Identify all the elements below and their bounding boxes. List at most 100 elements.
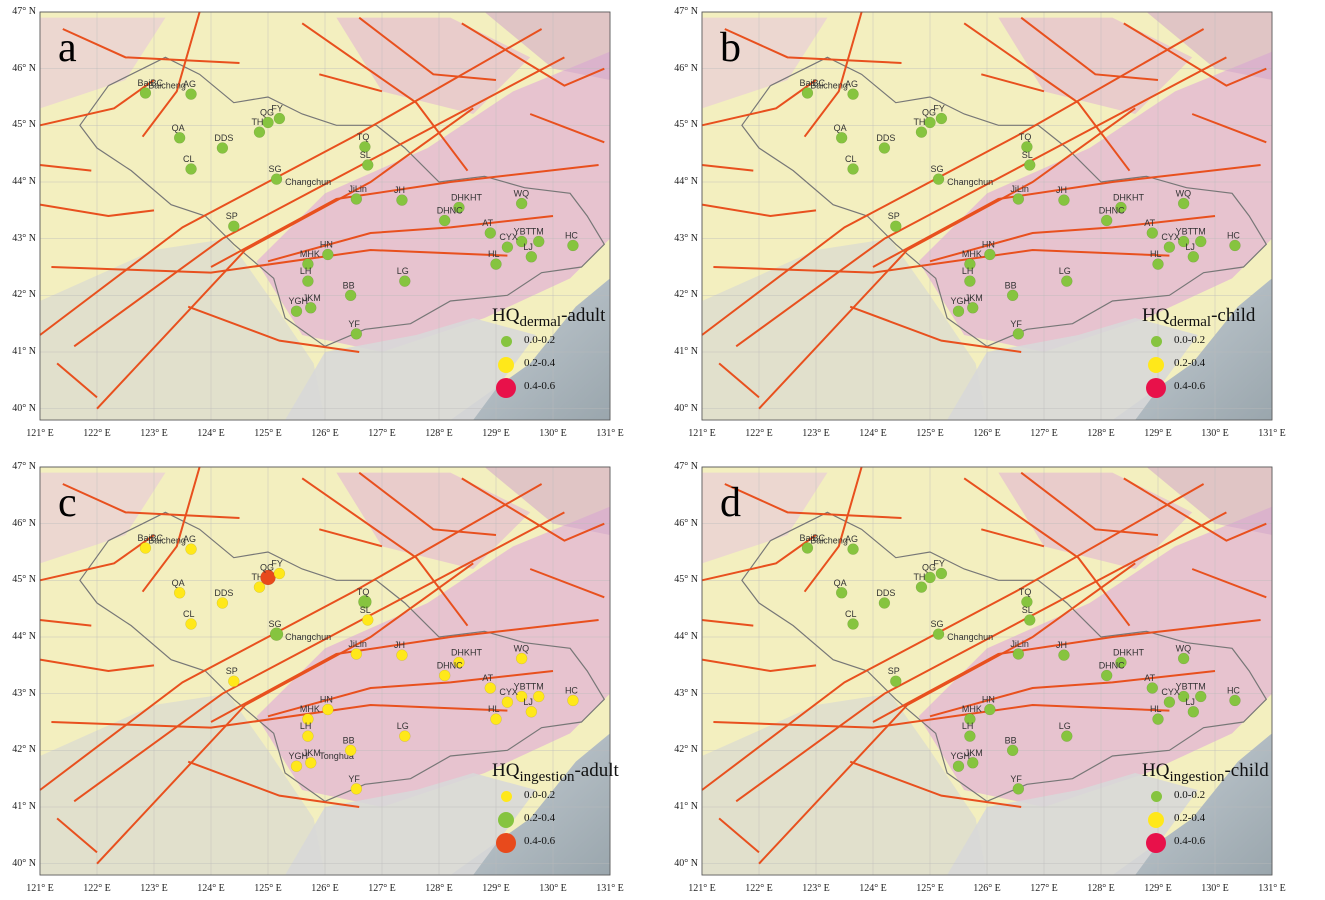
site-marker [453, 656, 465, 669]
site-label: JH [394, 640, 405, 650]
site-marker [362, 614, 374, 626]
lat-tick: 40° N [12, 402, 36, 414]
site-label: JH [394, 185, 405, 195]
site-marker [273, 567, 286, 580]
site-marker [835, 587, 848, 599]
site-marker [1187, 706, 1200, 718]
site-marker [952, 305, 965, 317]
site-label: LH [962, 721, 974, 731]
site-label: QA [172, 123, 185, 133]
lon-tick: 129° E [482, 428, 510, 439]
site-label: YF [348, 319, 360, 329]
lon-tick: 124° E [197, 428, 225, 439]
site-label: JiLin [348, 639, 367, 649]
lat-tick: 46° N [12, 517, 36, 529]
site-marker [344, 744, 357, 757]
site-label: HC [1227, 230, 1240, 240]
site-marker [1006, 744, 1019, 757]
legend-item: 0.2-0.4 [492, 354, 605, 377]
legend-item: 0.0-0.2 [1142, 331, 1255, 354]
site-label: FY [271, 559, 283, 569]
site-label: TM [531, 227, 544, 237]
site-label: SP [888, 666, 900, 676]
site-label: YGH [289, 296, 309, 306]
site-marker [501, 241, 514, 253]
site-label: DHKHT [1113, 648, 1145, 658]
lon-tick: 125° E [254, 428, 282, 439]
site-label: AG [183, 534, 196, 544]
legend: HQingestion-adult 0.0-0.2 0.2-0.4 0.4-0.6 [492, 760, 619, 855]
legend-swatch [1150, 336, 1162, 348]
site-marker [1177, 690, 1190, 703]
site-label: FY [933, 559, 945, 569]
legend-range-label: 0.2-0.4 [1174, 811, 1206, 824]
site-marker [350, 193, 363, 205]
site-marker [967, 757, 979, 769]
site-label: SP [226, 211, 238, 221]
site-marker [438, 669, 451, 682]
lat-tick: 45° N [674, 119, 698, 131]
lat-tick: 41° N [674, 801, 698, 812]
site-label: QG [260, 108, 274, 118]
lon-tick: 123° E [802, 428, 830, 439]
site-marker [1177, 652, 1190, 665]
site-label: CL [183, 609, 195, 619]
site-label: AT [1144, 218, 1155, 228]
site-marker [344, 289, 357, 302]
lon-tick: 131° E [596, 883, 624, 894]
lat-tick: 40° N [12, 857, 36, 869]
site-label: TQ [1019, 132, 1032, 142]
site-marker [847, 618, 859, 630]
site-label: CYX [1161, 232, 1180, 242]
site-label: AT [1144, 673, 1155, 683]
lon-tick: 131° E [1258, 883, 1286, 894]
lon-tick: 125° E [916, 883, 944, 894]
site-marker [1021, 141, 1033, 153]
site-label: CL [845, 154, 857, 164]
site-label: FY [933, 104, 945, 114]
site-marker [253, 126, 266, 138]
legend-range-label: 0.2-0.4 [1174, 356, 1206, 369]
site-label: SL [1022, 150, 1033, 160]
site-marker [1146, 682, 1159, 694]
site-label: LJ [1185, 697, 1195, 707]
legend-swatch [1150, 791, 1162, 803]
legend-range-label: 0.0-0.2 [524, 788, 556, 801]
site-label: TM [1193, 682, 1206, 692]
panel-label: d [720, 480, 741, 526]
site-marker [453, 201, 465, 214]
site-marker [1152, 258, 1164, 270]
map-panel-b: Baicheng Changchun BaiBC AG QA DDS TH QG FY CL SG T… [662, 0, 1312, 445]
lon-tick: 124° E [197, 883, 225, 894]
legend-range-label: 0.0-0.2 [1174, 333, 1206, 346]
lon-tick: 128° E [1087, 883, 1115, 894]
site-label: SG [269, 619, 282, 629]
site-label: YBT [1176, 227, 1194, 237]
lat-tick: 45° N [674, 574, 698, 586]
place-label: Tonghua [319, 751, 354, 761]
lon-tick: 123° E [140, 883, 168, 894]
legend-swatch [1148, 356, 1164, 373]
legend-swatch [1148, 811, 1164, 828]
site-marker [515, 235, 528, 248]
lat-tick: 43° N [12, 687, 36, 699]
lon-tick: 122° E [83, 428, 111, 439]
site-marker [322, 248, 334, 261]
site-label: LG [1059, 266, 1071, 276]
site-label: YBT [1176, 682, 1194, 692]
lon-tick: 123° E [140, 428, 168, 439]
site-marker [396, 649, 408, 661]
lon-tick: 130° E [1201, 428, 1229, 439]
site-marker [1195, 235, 1207, 248]
lon-tick: 125° E [254, 883, 282, 894]
map-panel-a: Baicheng Changchun BaiBC AG QA DDS TH QG FY CL SG T… [0, 0, 650, 445]
lon-tick: 121° E [26, 883, 54, 894]
site-label: DHKHT [1113, 193, 1145, 203]
site-label: DDS [876, 133, 895, 143]
lat-tick: 44° N [12, 631, 36, 642]
site-label: QG [260, 563, 274, 573]
legend-swatch [498, 356, 514, 373]
site-marker [1012, 328, 1025, 340]
site-label: BaiBC [137, 78, 163, 88]
lat-tick: 43° N [12, 232, 36, 244]
